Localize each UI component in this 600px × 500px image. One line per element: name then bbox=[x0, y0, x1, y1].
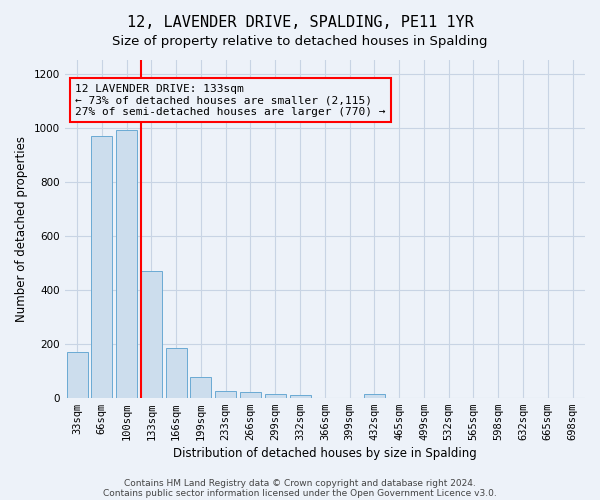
Y-axis label: Number of detached properties: Number of detached properties bbox=[15, 136, 28, 322]
Bar bbox=[166, 348, 187, 398]
Text: Contains HM Land Registry data © Crown copyright and database right 2024.: Contains HM Land Registry data © Crown c… bbox=[124, 478, 476, 488]
Bar bbox=[364, 394, 385, 398]
Bar bbox=[141, 270, 162, 398]
Bar bbox=[190, 378, 211, 398]
Bar bbox=[215, 391, 236, 398]
Bar bbox=[265, 394, 286, 398]
Bar bbox=[91, 136, 112, 398]
Bar bbox=[240, 392, 261, 398]
Text: 12 LAVENDER DRIVE: 133sqm
← 73% of detached houses are smaller (2,115)
27% of se: 12 LAVENDER DRIVE: 133sqm ← 73% of detac… bbox=[75, 84, 386, 117]
Text: Size of property relative to detached houses in Spalding: Size of property relative to detached ho… bbox=[112, 35, 488, 48]
X-axis label: Distribution of detached houses by size in Spalding: Distribution of detached houses by size … bbox=[173, 447, 477, 460]
Bar bbox=[290, 395, 311, 398]
Bar bbox=[67, 352, 88, 398]
Bar bbox=[116, 130, 137, 398]
Text: Contains public sector information licensed under the Open Government Licence v3: Contains public sector information licen… bbox=[103, 488, 497, 498]
Text: 12, LAVENDER DRIVE, SPALDING, PE11 1YR: 12, LAVENDER DRIVE, SPALDING, PE11 1YR bbox=[127, 15, 473, 30]
